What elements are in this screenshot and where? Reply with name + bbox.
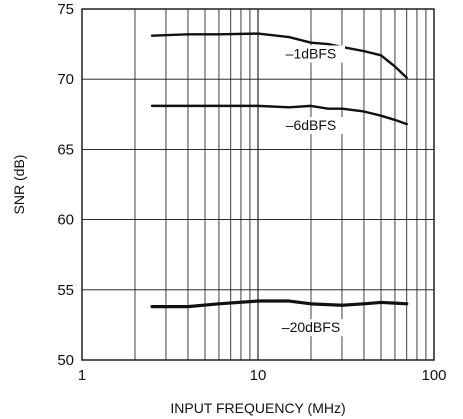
y-tick-label: 55 [57, 282, 74, 299]
series-label-backing [276, 117, 345, 135]
y-tick-label: 75 [57, 1, 74, 18]
series-label: –6dBFS [286, 117, 337, 133]
tick-labels: 50 55 60 65 70 75 1 10 100 [57, 1, 446, 384]
x-tick-label: 100 [421, 367, 446, 384]
x-axis-title: INPUT FREQUENCY (MHz) [170, 400, 345, 416]
y-tick-label: 65 [57, 141, 74, 158]
series-label: –20dBFS [282, 319, 340, 335]
y-tick-label: 70 [57, 71, 74, 88]
plot-frame [81, 8, 435, 361]
series-label: –1dBFS [286, 45, 337, 61]
y-tick-label: 50 [57, 352, 74, 369]
series-line [150, 299, 409, 309]
x-tick-label: 10 [250, 367, 267, 384]
series-labels: –1dBFS –6dBFS –20dBFS [276, 45, 345, 337]
grid [82, 9, 434, 360]
series-lines [150, 32, 409, 309]
y-axis-title: SNR (dB) [11, 155, 27, 215]
series-line [150, 32, 408, 80]
y-tick-label: 60 [57, 212, 74, 229]
x-tick-label: 1 [78, 367, 86, 384]
series-label-backing [276, 45, 345, 63]
series-label-backing [276, 319, 345, 337]
series-line [150, 104, 408, 126]
